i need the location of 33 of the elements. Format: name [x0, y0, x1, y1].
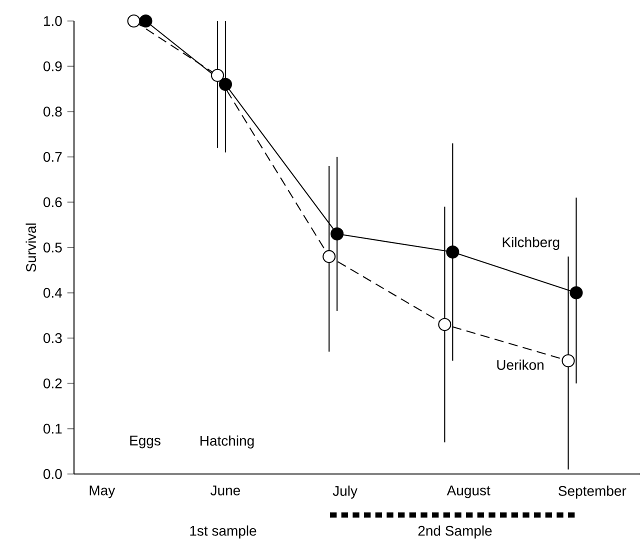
- annotation: Eggs: [130, 436, 160, 448]
- x-tick-label: August: [446, 486, 490, 498]
- x-tick-label: July: [332, 486, 358, 499]
- point: [446, 245, 460, 259]
- point: [330, 227, 344, 240]
- point: [322, 250, 336, 264]
- text: 1st sample: [190, 525, 256, 539]
- y-tick-label: 0.0: [43, 469, 62, 479]
- text: 2nd Sample: [418, 525, 492, 539]
- x-tick-label: May: [90, 486, 116, 498]
- y-tick-label: 0.9: [43, 61, 62, 72]
- point: [438, 318, 452, 332]
- point: [127, 14, 140, 28]
- point: [218, 78, 232, 91]
- y-tick-label: 0.8: [43, 106, 62, 117]
- point: [562, 354, 575, 368]
- point: [139, 14, 152, 28]
- y-tick-label: 1.0: [44, 16, 62, 26]
- series-label: Uerikon: [497, 360, 544, 370]
- y-tick-label: 0.5: [43, 242, 62, 252]
- y-tick-label: 0.6: [43, 197, 62, 208]
- y-tick-label: 0.1: [43, 424, 62, 434]
- series-label: Kilchberg: [502, 236, 560, 250]
- point: [210, 68, 224, 82]
- y-tick-label: 0.7: [43, 152, 62, 162]
- x-tick-label: June: [210, 486, 240, 496]
- annotation: Hatching: [200, 435, 254, 449]
- x-tick-label: September: [558, 486, 626, 499]
- y-axis-title: Survival: [26, 224, 36, 272]
- point: [570, 286, 583, 300]
- y-tick-label: 0.3: [43, 333, 62, 344]
- y-tick-label: 0.4: [43, 288, 62, 298]
- y-tick-label: 0.2: [43, 378, 62, 388]
